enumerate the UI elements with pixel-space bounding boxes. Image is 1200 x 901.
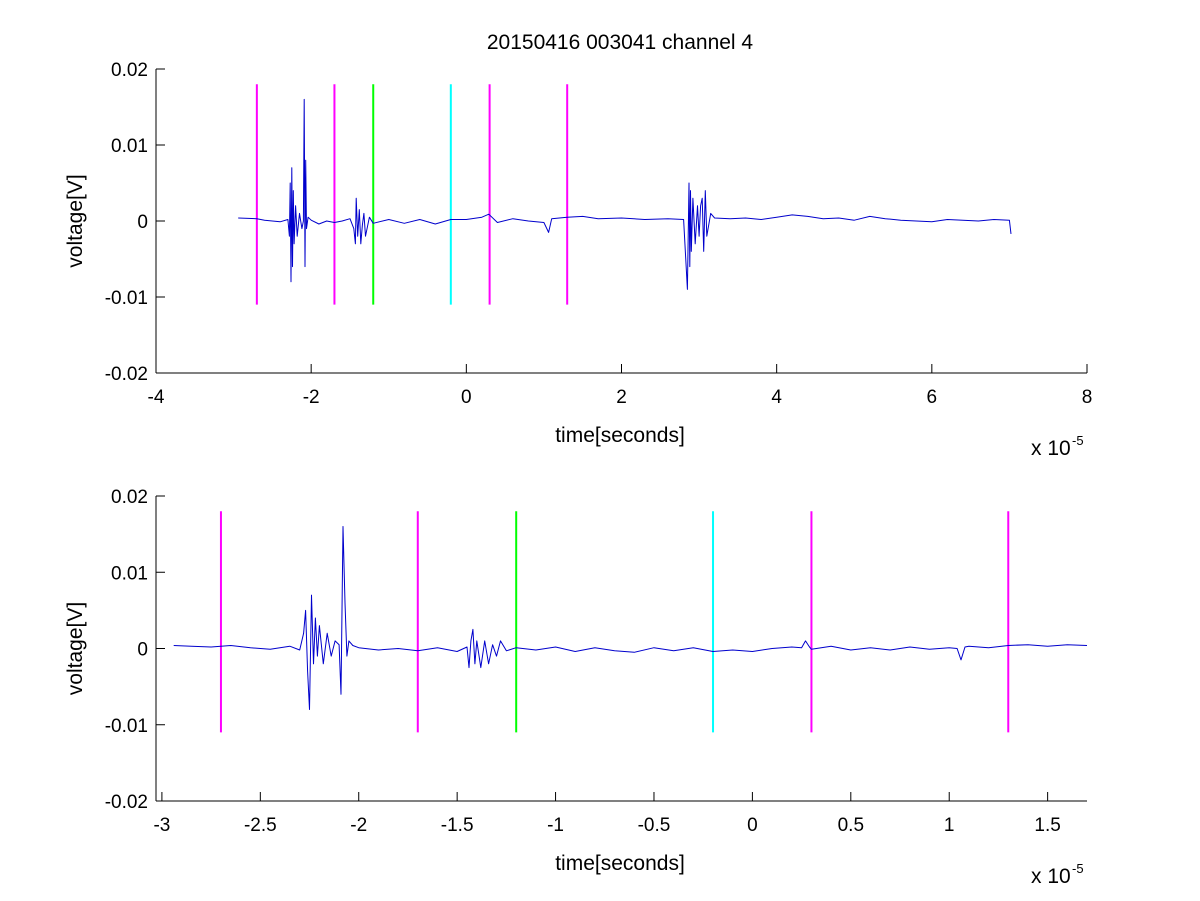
x-tick-label: -2.5 [244,815,277,836]
y-axis-label: voltage[V] [64,602,87,695]
x-tick-label: 1.5 [1034,815,1060,836]
y-tick-label: -0.01 [105,716,148,737]
x-tick-label: 2 [616,387,627,408]
y-tick-label: 0 [137,212,148,233]
x-multiplier-base: x 10 [1031,865,1071,888]
x-tick-label: 0.5 [838,815,864,836]
y-tick-label: 0.02 [111,60,148,81]
x-tick-label: -1 [547,815,564,836]
signal-series-line [238,98,1012,290]
y-tick-label: -0.02 [105,792,148,813]
x-tick-label: 0 [747,815,758,836]
x-tick-label: 4 [771,387,782,408]
x-tick-label: -2 [350,815,367,836]
figure-title: 20150416 003041 channel 4 [487,31,754,54]
x-tick-label: 8 [1082,387,1093,408]
x-tick-label: -1.5 [441,815,474,836]
plot-bottom: 0.02 0.01 0 -0.01 -0.02-3 -2.5 -2 -1.5 -1 -0.5 0 0.… [64,487,1088,888]
x-tick-label: 6 [927,387,938,408]
y-tick-label: 0 [137,640,148,661]
y-tick-label: -0.02 [105,364,148,385]
y-tick-label: 0.01 [111,563,148,584]
x-multiplier-exponent: -5 [1072,861,1084,876]
x-multiplier-base: x 10 [1031,437,1071,460]
y-tick-label: -0.01 [105,288,148,309]
x-tick-label: 0 [461,387,472,408]
x-tick-label: -3 [153,815,170,836]
x-axis-label: time[seconds] [555,424,685,447]
x-tick-label: -4 [148,387,165,408]
y-tick-label: 0.01 [111,136,148,157]
plot-top: 0.02 0.01 0 -0.01 -0.02-4 -2 0 2 4 6 8 time[seconds… [64,60,1092,460]
x-multiplier-exponent: -5 [1072,433,1084,448]
y-axis-label: voltage[V] [64,174,87,267]
x-tick-label: 1 [944,815,955,836]
x-axis-label: time[seconds] [555,852,685,875]
x-tick-label: -0.5 [638,815,671,836]
x-tick-label: -2 [303,387,320,408]
y-tick-label: 0.02 [111,487,148,508]
signal-series-line [173,526,1088,710]
